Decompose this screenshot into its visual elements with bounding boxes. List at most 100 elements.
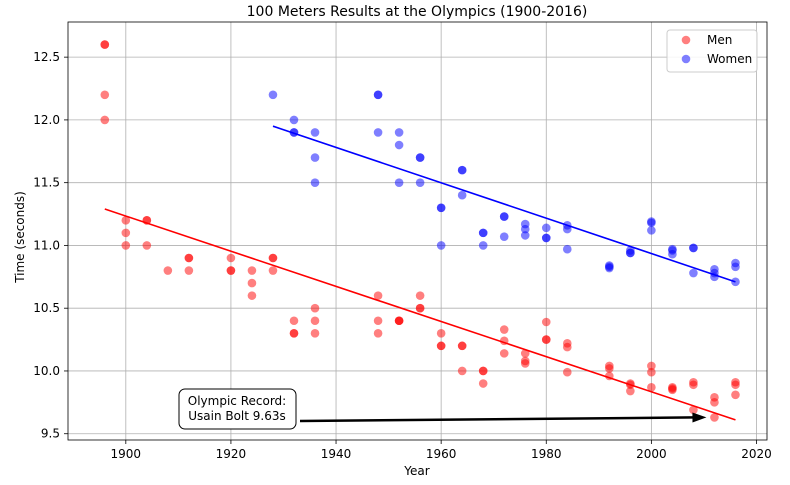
legend-marker-women xyxy=(681,54,691,64)
point-men xyxy=(499,325,509,334)
point-men xyxy=(457,366,467,376)
point-men xyxy=(163,266,173,275)
point-men xyxy=(100,40,110,49)
point-men xyxy=(541,317,551,327)
point-men xyxy=(647,382,656,392)
point-men xyxy=(121,228,131,238)
point-women xyxy=(647,226,656,235)
legend-label-men: Men xyxy=(707,33,732,47)
y-tick-label: 11.5 xyxy=(33,176,60,190)
point-men xyxy=(499,336,509,346)
point-men xyxy=(268,253,278,263)
point-men xyxy=(310,316,320,326)
legend: Men Women xyxy=(666,29,758,73)
point-women xyxy=(373,90,383,100)
point-women xyxy=(310,153,320,162)
x-tick-label: 1980 xyxy=(531,447,562,461)
point-men xyxy=(647,367,656,377)
trend-lines xyxy=(104,125,736,421)
point-men xyxy=(478,366,488,376)
point-men xyxy=(415,303,425,313)
point-men xyxy=(373,316,383,326)
point-women xyxy=(562,244,572,254)
y-axis-label: Time (seconds) xyxy=(13,191,27,284)
point-men xyxy=(310,303,320,313)
point-women xyxy=(731,277,740,287)
point-men xyxy=(226,266,236,275)
point-men xyxy=(562,339,572,348)
point-men xyxy=(605,361,614,371)
point-women xyxy=(394,128,404,137)
point-women xyxy=(415,178,425,187)
annotation-box xyxy=(178,388,297,430)
point-women xyxy=(626,246,635,255)
x-tick-label: 2020 xyxy=(741,447,772,461)
point-men xyxy=(247,291,257,300)
point-men xyxy=(310,329,320,338)
point-men xyxy=(184,253,194,263)
point-women xyxy=(520,231,530,240)
x-axis-label: Year xyxy=(403,464,429,478)
point-women xyxy=(373,128,383,137)
point-women xyxy=(457,190,467,200)
x-tick-label: 1920 xyxy=(216,447,247,461)
point-men xyxy=(100,115,110,125)
point-men xyxy=(289,329,299,338)
point-men xyxy=(647,361,656,371)
point-men xyxy=(142,241,152,250)
point-men xyxy=(520,356,530,366)
point-women xyxy=(394,178,404,187)
point-men xyxy=(562,367,572,377)
point-men xyxy=(710,413,719,422)
point-men xyxy=(731,390,740,400)
point-men xyxy=(626,379,635,388)
point-women xyxy=(541,223,551,233)
point-men xyxy=(289,316,299,326)
point-men xyxy=(478,379,488,388)
point-men xyxy=(541,335,551,344)
point-women xyxy=(562,221,572,230)
point-women xyxy=(436,203,446,213)
y-tick-label: 12.5 xyxy=(33,50,60,64)
x-tick-label: 1960 xyxy=(426,447,457,461)
point-women xyxy=(520,219,530,229)
point-men xyxy=(668,382,677,392)
point-women xyxy=(478,228,488,238)
annotation-line2: Usain Bolt 9.63s xyxy=(188,409,286,423)
y-tick-label: 10.0 xyxy=(33,364,60,378)
x-tick-label: 1940 xyxy=(321,447,352,461)
point-women xyxy=(415,153,425,162)
point-women xyxy=(499,212,509,221)
point-women xyxy=(289,115,299,125)
legend-marker-men xyxy=(681,35,691,45)
point-men xyxy=(520,349,530,358)
point-men xyxy=(605,371,614,381)
record-annotation: Olympic Record: Usain Bolt 9.63s xyxy=(178,388,707,430)
point-women xyxy=(689,268,698,278)
point-women xyxy=(499,232,509,241)
annotation-arrow xyxy=(299,416,697,423)
point-women xyxy=(394,140,404,150)
point-women xyxy=(310,128,320,137)
point-men xyxy=(626,386,635,396)
annotation-line1: Olympic Record: xyxy=(188,394,286,408)
y-tick-label: 12.0 xyxy=(33,113,60,127)
point-men xyxy=(731,377,740,387)
point-men xyxy=(689,405,698,415)
point-women xyxy=(310,178,320,187)
legend-label-women: Women xyxy=(707,52,752,66)
point-men xyxy=(710,393,719,402)
point-men xyxy=(394,316,404,326)
point-women xyxy=(457,165,467,175)
point-men xyxy=(499,349,509,358)
point-men xyxy=(247,278,257,288)
point-men xyxy=(415,291,425,300)
point-men xyxy=(268,266,278,275)
point-men xyxy=(436,341,446,351)
chart-title: 100 Meters Results at the Olympics (1900… xyxy=(247,4,588,20)
point-men xyxy=(121,216,131,225)
x-tick-label: 2000 xyxy=(636,447,667,461)
point-men xyxy=(247,266,257,275)
point-women xyxy=(289,128,299,137)
